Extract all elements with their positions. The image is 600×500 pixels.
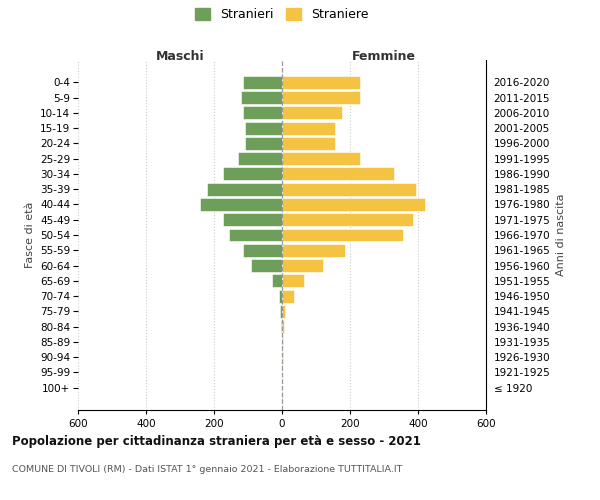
Bar (282, 91, 360, 104)
Bar (207, 182, 282, 196)
Bar (223, 168, 282, 180)
Bar (282, 320, 284, 333)
Bar (243, 76, 282, 89)
Y-axis label: Fasce di età: Fasce di età (25, 202, 35, 268)
Bar (282, 350, 283, 364)
Legend: Stranieri, Straniere: Stranieri, Straniere (190, 4, 374, 26)
Bar (243, 106, 282, 120)
Bar (282, 305, 285, 318)
Bar (282, 244, 345, 256)
Text: Femmine: Femmine (352, 50, 416, 62)
Text: COMUNE DI TIVOLI (RM) - Dati ISTAT 1° gennaio 2021 - Elaborazione TUTTITALIA.IT: COMUNE DI TIVOLI (RM) - Dati ISTAT 1° ge… (12, 465, 403, 474)
Bar (223, 214, 282, 226)
Text: Maschi: Maschi (155, 50, 205, 62)
Bar (251, 259, 282, 272)
Bar (282, 198, 425, 211)
Bar (282, 259, 323, 272)
Bar (282, 152, 360, 165)
Bar (245, 122, 282, 134)
Bar (282, 274, 304, 287)
Bar (282, 182, 416, 196)
Bar (272, 274, 282, 287)
Bar (281, 320, 282, 333)
Bar (282, 214, 413, 226)
Bar (282, 336, 283, 348)
Bar (282, 290, 294, 302)
Text: Popolazione per cittadinanza straniera per età e sesso - 2021: Popolazione per cittadinanza straniera p… (12, 435, 421, 448)
Bar (280, 305, 282, 318)
Bar (245, 137, 282, 150)
Bar (282, 76, 360, 89)
Y-axis label: Anni di nascita: Anni di nascita (556, 194, 566, 276)
Bar (282, 168, 394, 180)
Bar (238, 152, 282, 165)
Bar (200, 198, 282, 211)
Bar (282, 106, 341, 120)
Bar (229, 228, 282, 241)
Bar (278, 290, 282, 302)
Bar (282, 122, 335, 134)
Bar (282, 137, 335, 150)
Bar (241, 91, 282, 104)
Bar (243, 244, 282, 256)
Bar (282, 228, 403, 241)
